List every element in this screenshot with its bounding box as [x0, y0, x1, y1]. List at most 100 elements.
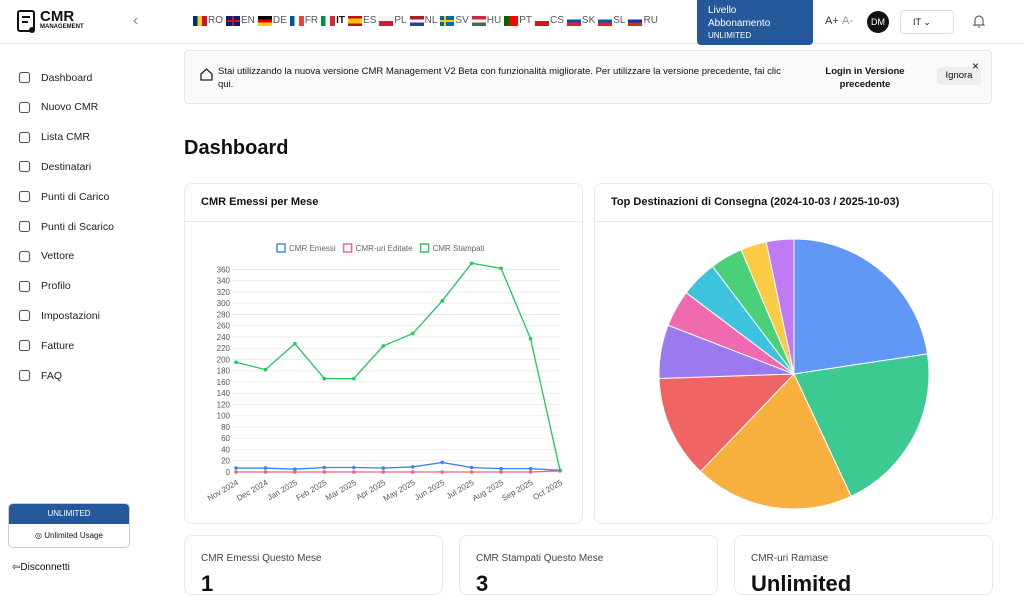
data-point [440, 470, 444, 474]
language-option[interactable]: SV [440, 15, 469, 26]
icon-shape [18, 220, 31, 233]
nav-item[interactable]: Punti di Carico [17, 189, 109, 204]
pie-slice[interactable] [658, 373, 796, 473]
pie-slice[interactable] [793, 238, 929, 375]
pie-slice[interactable] [699, 373, 852, 510]
font-decrease[interactable]: A- [842, 15, 853, 27]
pie-slice[interactable] [765, 238, 795, 375]
avatar[interactable]: DM [867, 11, 889, 33]
legend-swatch [342, 243, 353, 253]
language-code: DE [272, 15, 287, 26]
language-option[interactable]: EN [226, 15, 255, 26]
nav-label: Profilo [41, 280, 71, 293]
nav-item[interactable]: Lista CMR [17, 130, 90, 145]
legend-label: CMR Emessi [289, 244, 336, 253]
notification-icon[interactable] [971, 13, 987, 29]
language-option[interactable]: PL [379, 15, 407, 26]
nav-item[interactable]: FAQ [17, 368, 62, 383]
data-point [352, 470, 356, 474]
data-point [381, 470, 386, 474]
data-point [499, 266, 503, 271]
stat-label: CMR-uri Ramase [751, 553, 829, 564]
nav-item[interactable]: Nuovo CMR [17, 100, 98, 115]
language-option[interactable]: IT [321, 15, 345, 26]
y-tick-label: 300 [217, 299, 231, 308]
language-option[interactable]: ES [348, 15, 376, 26]
data-point [234, 466, 238, 470]
language-code: EN [241, 15, 255, 26]
data-point [322, 465, 327, 470]
plan-box[interactable]: Livello Abbonamento UNLIMITED [697, 0, 813, 45]
icon-shape [18, 191, 31, 203]
data-point [263, 470, 268, 474]
collapse-button[interactable]: ‹ [133, 12, 139, 29]
nav-item[interactable]: Fatture [17, 338, 74, 353]
language-code: SL [613, 15, 626, 26]
y-tick-label: 280 [217, 310, 231, 319]
language-option[interactable]: RU [628, 15, 658, 26]
nav-icon [18, 191, 31, 203]
x-tick-label: Nov 2024 [206, 478, 241, 503]
nav-item[interactable]: Profilo [17, 279, 71, 294]
nav-label: Punti di Scarico [41, 220, 114, 233]
y-tick-label: 320 [217, 288, 231, 297]
language-option[interactable]: PT [504, 15, 532, 26]
x-tick-label: Mar 2025 [324, 478, 358, 503]
data-point [234, 360, 238, 365]
legend-swatch [276, 243, 286, 253]
close-button[interactable]: × [972, 59, 980, 73]
language-code: NL [424, 15, 438, 26]
pie-slice[interactable] [793, 353, 930, 497]
data-point [381, 466, 386, 470]
legend-label: CMR Stampati [433, 244, 485, 253]
nav-item[interactable]: Punti di Scarico [17, 219, 114, 234]
nav-item[interactable]: Impostazioni [17, 308, 100, 323]
language-option[interactable]: NL [409, 15, 438, 26]
language-option[interactable]: SL [598, 15, 625, 26]
language-code: RO [208, 15, 223, 26]
x-tick-label: Oct 2025 [531, 478, 564, 502]
language-option[interactable]: SK [566, 15, 596, 26]
logo-name: CMR [40, 8, 75, 25]
data-point [469, 261, 474, 266]
dismiss-button[interactable]: Ignora [937, 67, 981, 85]
y-tick-label: 220 [217, 344, 231, 353]
home-icon [200, 68, 213, 81]
data-point [293, 341, 297, 346]
language-code: SK [581, 15, 596, 26]
plan-card: UNLIMITED ◎ Unlimited Usage [8, 503, 130, 548]
language-option[interactable]: CS [535, 15, 564, 26]
y-tick-label: 140 [217, 389, 231, 398]
logo-tagline: MANAGEMENT [40, 24, 84, 30]
banner-action[interactable]: Login in Versione precedente [825, 66, 905, 90]
nav-item[interactable]: Dashboard [17, 70, 92, 85]
data-point [528, 466, 533, 471]
language-option[interactable]: FR [289, 15, 318, 26]
language-option[interactable]: HU [471, 15, 501, 26]
data-point [293, 467, 297, 471]
font-increase[interactable]: A+ [825, 15, 839, 27]
language-select[interactable]: IT ⌄ [900, 10, 954, 34]
stat-label: CMR Emessi Questo Mese [201, 553, 322, 564]
language-code: SV [455, 15, 469, 26]
data-point [263, 367, 268, 372]
y-tick-label: 20 [221, 457, 230, 466]
icon-shape [18, 161, 31, 173]
page-title: Dashboard [184, 137, 289, 159]
data-point [293, 470, 297, 474]
logout-text: Disconnetti [20, 562, 70, 573]
sidebar: Dashboard Nuovo CMR Lista CMR Destinatari Pu… [0, 44, 160, 580]
language-code: ES [363, 15, 377, 26]
nav-item[interactable]: Destinatari [17, 159, 91, 174]
data-point [410, 465, 415, 469]
usage-text: Unlimited Usage [44, 531, 103, 540]
nav-item[interactable]: Vettore [17, 249, 74, 264]
data-point [440, 299, 444, 303]
chart-card: CMR Emessi per Mese 0 20 40 60 80 100 120 140 16… [184, 183, 583, 524]
nav-icon [18, 71, 31, 84]
banner: Stai utilizzando la nuova versione CMR M… [184, 50, 992, 104]
logout[interactable]: ⇦Disconnetti [12, 562, 70, 573]
language-option[interactable]: RO [193, 15, 223, 26]
language-option[interactable]: DE [257, 15, 287, 26]
